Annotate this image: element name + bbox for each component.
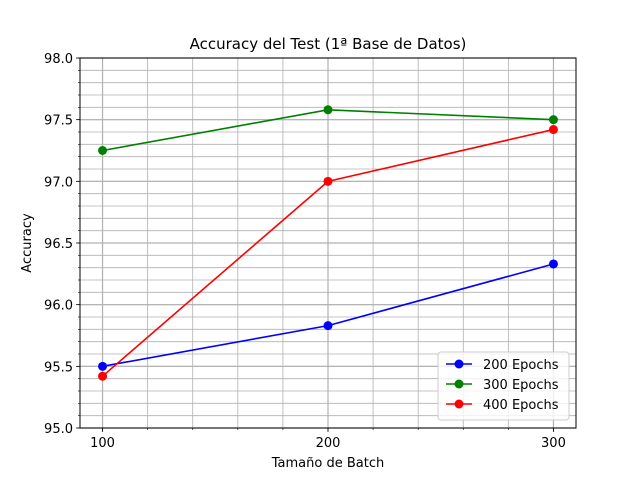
legend-label: 400 Epochs	[483, 398, 559, 413]
y-axis-ticks: 95.0 95.5 96.0 96.5 97.0 97.5 98.0	[44, 52, 80, 437]
y-tick-label: 96.0	[44, 299, 73, 314]
data-point	[548, 259, 558, 269]
data-point	[548, 115, 558, 125]
y-tick-label: 97.5	[44, 114, 73, 129]
y-tick-label: 98.0	[44, 52, 73, 67]
legend-marker	[454, 379, 464, 389]
legend-label: 300 Epochs	[483, 378, 559, 393]
series-layer	[98, 105, 558, 381]
x-tick-label: 100	[90, 436, 115, 451]
y-tick-label: 97.0	[44, 175, 73, 190]
data-point	[98, 361, 108, 371]
y-tick-label: 96.5	[44, 237, 73, 252]
x-tick-label: 300	[541, 436, 566, 451]
data-point	[98, 146, 108, 155]
x-axis-ticks: 100 200 300	[90, 428, 566, 451]
chart-title: Accuracy del Test (1ª Base de Datos)	[190, 35, 467, 53]
legend-marker	[454, 359, 464, 369]
y-tick-label: 95.5	[44, 360, 73, 375]
x-tick-label: 200	[316, 436, 341, 451]
y-axis-title: Accuracy	[20, 213, 35, 273]
legend-marker	[454, 399, 464, 409]
y-tick-label: 95.0	[44, 422, 73, 437]
legend-label: 200 Epochs	[483, 358, 559, 373]
data-point	[98, 371, 108, 381]
data-point	[323, 176, 333, 186]
data-point	[323, 105, 333, 115]
data-point	[323, 321, 333, 331]
legend: 200 Epochs 300 Epochs 400 Epochs	[437, 351, 570, 421]
legend-box	[437, 351, 570, 421]
x-axis-title: Tamaño de Batch	[271, 456, 384, 471]
data-point	[548, 125, 558, 135]
